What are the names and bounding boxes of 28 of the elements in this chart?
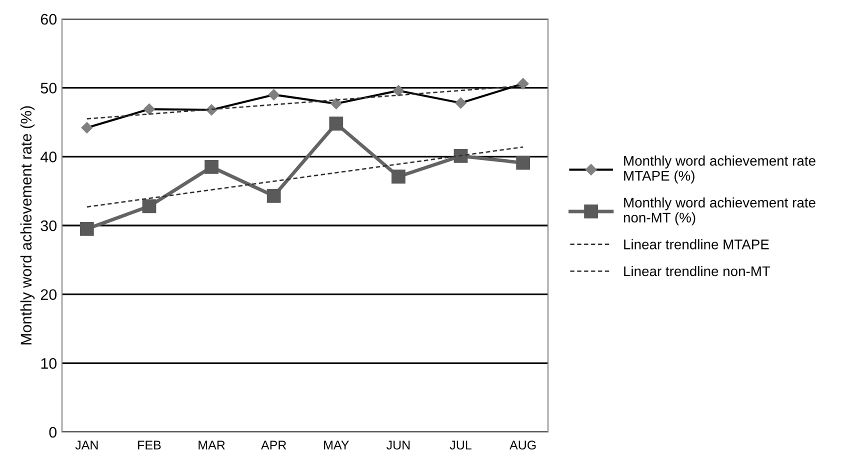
point (329, 116, 344, 131)
point (392, 170, 406, 184)
y-tick-label: 40 (40, 152, 57, 162)
x-tick-label: APR (261, 440, 286, 450)
y-tick-label: 30 (40, 220, 57, 232)
x-tick-label: JUL (450, 440, 472, 450)
point (454, 149, 468, 163)
point (80, 222, 94, 236)
legend-label: Monthly word achievement rate MTAPE (%) (624, 156, 816, 184)
legend-label: Monthly word achievement rate non-MT (%) (624, 197, 816, 226)
point (142, 199, 156, 214)
point (516, 156, 530, 170)
x-tick-label: JUN (386, 440, 410, 450)
x-tick-label: FEB (138, 440, 161, 450)
y-tick-label: 0 (49, 426, 57, 438)
point (204, 160, 218, 174)
legend-label: Linear trendline non-MT (624, 266, 770, 276)
point (266, 188, 281, 203)
x-tick-label: MAR (198, 440, 225, 450)
x-tick-label: MAY (324, 440, 349, 450)
y-axis-title: Monthly word achievement rate (%) (20, 106, 35, 344)
legend-label: Linear trendline MTAPE (624, 239, 769, 250)
x-tick-label: JAN (75, 440, 98, 450)
x-tick-label: AUG (510, 440, 536, 450)
y-tick-label: 50 (40, 82, 57, 94)
y-tick-label: 10 (41, 358, 57, 369)
y-tick-label: 60 (40, 14, 57, 25)
y-tick-label: 20 (40, 289, 57, 300)
